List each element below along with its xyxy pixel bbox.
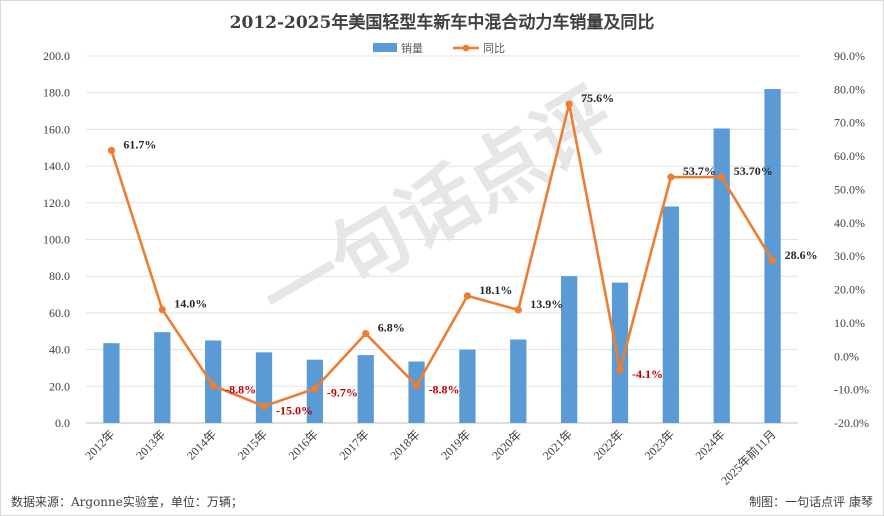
data-label: -4.1% <box>632 367 663 381</box>
y-right-tick-label: 60.0% <box>834 149 865 163</box>
line-point <box>412 382 421 390</box>
line-point <box>107 146 116 155</box>
data-label: 13.9% <box>530 297 563 311</box>
y-right-tick-label: -10.0% <box>834 383 869 397</box>
y-axis-left: 0.0 20.0 40.0 60.0 80.0 100.0 120.0 140.0 160.0 1… <box>43 49 70 430</box>
footer-credit: 制图：一句话点评 康琴 <box>749 494 873 509</box>
x-tick-label: 2014年 <box>184 427 219 462</box>
line-point <box>362 329 370 338</box>
line-point <box>768 257 777 265</box>
gridlines <box>86 55 798 424</box>
x-tick-label: 2025年前11月 <box>717 427 778 488</box>
x-tick-label: 2013年 <box>133 427 168 462</box>
bar <box>662 206 679 423</box>
bar <box>205 340 222 423</box>
bar-series <box>103 89 781 424</box>
line-point <box>565 100 573 108</box>
y-left-tick-label: 120.0 <box>43 196 70 210</box>
legend-label-line: 同比 <box>483 42 505 55</box>
bar <box>459 349 476 423</box>
bar <box>408 361 425 423</box>
bar <box>154 332 171 423</box>
line-point <box>209 382 217 390</box>
bar <box>103 343 120 423</box>
line-point <box>616 366 624 374</box>
y-left-tick-label: 20.0 <box>49 379 70 393</box>
data-label: 53.70% <box>734 164 773 178</box>
x-tick-label: 2016年 <box>286 427 321 462</box>
data-label: 28.6% <box>785 248 818 262</box>
data-label: -15.0% <box>276 403 313 417</box>
x-tick-label: 2017年 <box>336 427 371 462</box>
line-point <box>311 385 319 393</box>
line-point <box>718 173 726 181</box>
y-left-tick-label: 180.0 <box>43 86 70 100</box>
line-point <box>260 402 268 410</box>
bar <box>764 89 781 423</box>
x-tick-label: 2022年 <box>591 427 626 462</box>
footer-source: 数据来源：Argonne实验室，单位：万辆； <box>11 494 243 509</box>
x-tick-label: 2021年 <box>540 427 575 462</box>
y-axis-right: -20.0% -10.0% 0.0% 10.0% 20.0% 30.0% 40.0% 50.0… <box>834 49 869 430</box>
legend: 销量 同比 <box>373 41 505 55</box>
legend-swatch-bar <box>373 43 397 52</box>
bar <box>255 352 273 423</box>
y-right-tick-label: 30.0% <box>834 249 865 263</box>
y-right-tick-label: 40.0% <box>834 216 865 230</box>
bar <box>357 355 374 423</box>
y-left-tick-label: 80.0 <box>49 269 70 283</box>
line-path <box>110 102 774 408</box>
x-tick-label: 2019年 <box>438 427 473 462</box>
data-label: -8.8% <box>225 383 256 397</box>
y-right-tick-label: -20.0% <box>834 416 869 430</box>
y-right-tick-label: 20.0% <box>834 283 865 297</box>
y-left-tick-label: 40.0 <box>49 343 70 357</box>
bar <box>611 282 629 423</box>
line-series: 61.7% 14.0% -8.8% -15.0% -9.7% 6.8% -8.8% 18.1%… <box>107 91 818 417</box>
x-axis: 2012年 2013年 2014年 2015年 2016年 2017年 2018年 2019年… <box>82 427 779 488</box>
line-point <box>514 306 522 314</box>
legend-label-bar: 销量 <box>401 41 423 55</box>
x-tick-label: 2024年 <box>692 427 727 462</box>
line-point <box>463 292 472 300</box>
y-left-tick-label: 160.0 <box>43 122 70 136</box>
data-label: -9.7% <box>327 386 358 400</box>
x-tick-label: 2012年 <box>82 427 117 462</box>
chart-title: 2012-2025年美国轻型车新车中混合动力车销量及同比 <box>230 12 655 33</box>
x-tick-label: 2018年 <box>387 427 422 462</box>
y-left-tick-label: 200.0 <box>43 49 70 63</box>
bar <box>510 339 527 423</box>
y-right-tick-label: 90.0% <box>834 49 865 63</box>
bar <box>713 128 730 424</box>
y-left-tick-label: 0.0 <box>55 416 70 430</box>
y-left-tick-label: 100.0 <box>43 233 70 247</box>
data-label: 6.8% <box>378 321 405 335</box>
data-label: 53.7% <box>683 164 716 178</box>
data-label: 18.1% <box>479 283 512 297</box>
x-tick-label: 2023年 <box>642 427 677 462</box>
y-left-tick-label: 140.0 <box>43 159 70 173</box>
x-tick-label: 2015年 <box>235 427 270 462</box>
y-right-tick-label: 70.0% <box>834 116 865 130</box>
data-label: -8.8% <box>429 383 460 397</box>
data-label: 75.6% <box>581 91 614 105</box>
line-point <box>667 173 675 181</box>
y-right-tick-label: 80.0% <box>834 82 865 96</box>
legend-swatch-marker <box>462 44 470 52</box>
data-label: 14.0% <box>174 297 207 311</box>
y-right-tick-label: 50.0% <box>834 182 865 196</box>
y-left-tick-label: 60.0 <box>49 306 70 320</box>
line-point <box>158 305 166 314</box>
bar <box>561 276 578 423</box>
x-tick-label: 2020年 <box>489 427 524 462</box>
data-label: 61.7% <box>123 137 156 151</box>
y-right-tick-label: 0.0% <box>834 349 859 363</box>
y-right-tick-label: 10.0% <box>834 316 865 330</box>
